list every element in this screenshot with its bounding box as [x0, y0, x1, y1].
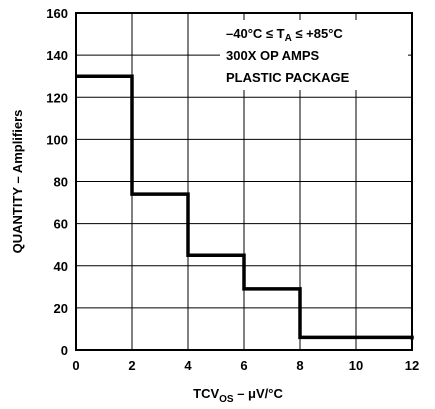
- y-tick-label: 40: [54, 259, 68, 274]
- y-tick-label: 80: [54, 175, 68, 190]
- y-tick-label: 0: [61, 343, 68, 358]
- x-tick-label: 0: [72, 358, 79, 373]
- y-tick-label: 120: [46, 90, 68, 105]
- y-axis-title: QUANTITY – Amplifiers: [10, 110, 25, 254]
- y-tick-label: 20: [54, 301, 68, 316]
- x-tick-label: 2: [128, 358, 135, 373]
- x-tick-label: 8: [296, 358, 303, 373]
- y-tick-label: 100: [46, 132, 68, 147]
- x-tick-label: 12: [405, 358, 419, 373]
- series-step-line: [76, 74, 414, 340]
- y-tick-label: 60: [54, 217, 68, 232]
- x-axis-title: TCVOS – μV/°C: [193, 386, 283, 405]
- x-tick-label: 6: [240, 358, 247, 373]
- x-tick-label: 4: [184, 358, 192, 373]
- annotation-temperature: –40°C ≤ TA ≤ +85°C: [226, 26, 343, 44]
- annotation-box: [220, 20, 408, 90]
- y-tick-label: 140: [46, 48, 68, 63]
- plot-frame: [75, 12, 413, 351]
- x-tick-label: 10: [349, 358, 363, 373]
- annotation-sample-size: 300X OP AMPS: [226, 48, 320, 63]
- annotation-package: PLASTIC PACKAGE: [226, 70, 350, 85]
- y-tick-label: 160: [46, 6, 68, 21]
